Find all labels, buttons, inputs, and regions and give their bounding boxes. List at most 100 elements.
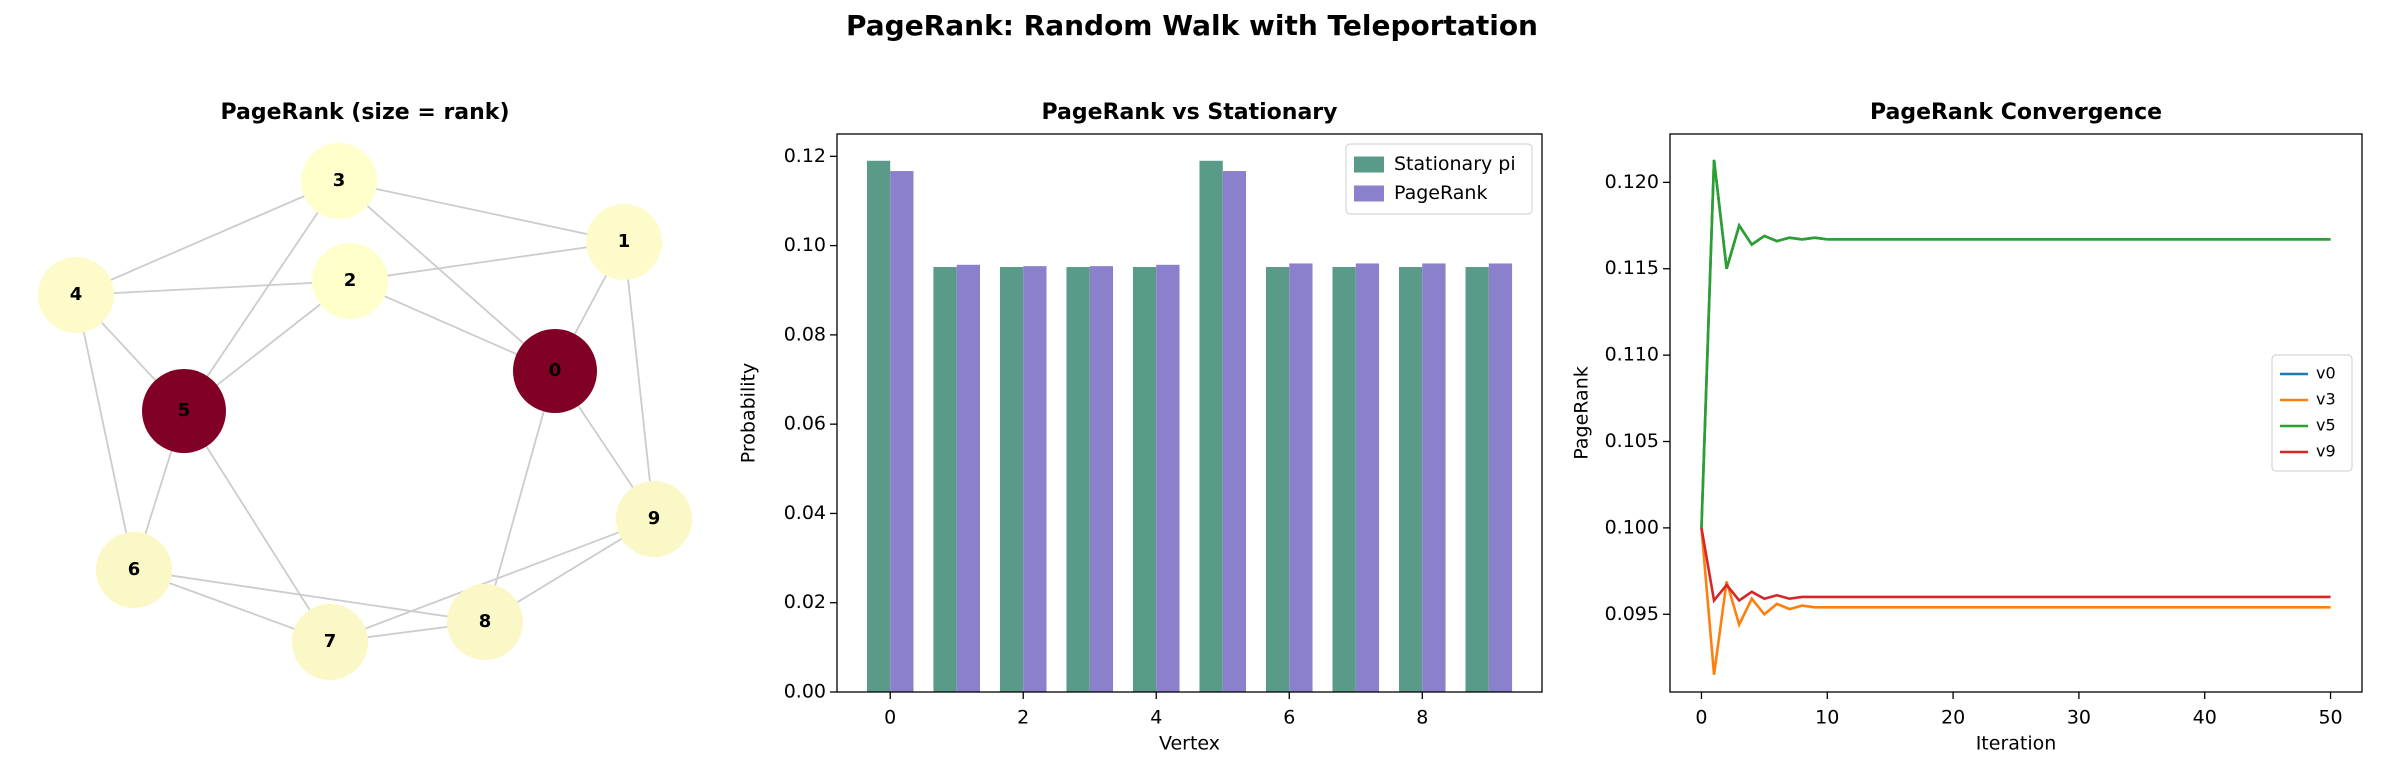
legend-label: v5 bbox=[2316, 416, 2336, 435]
edge bbox=[183, 410, 331, 643]
legend-box bbox=[2271, 354, 2353, 472]
x-tick-label: 0 bbox=[1695, 707, 1707, 729]
legend-label: v3 bbox=[2316, 390, 2336, 409]
bar bbox=[1289, 263, 1313, 692]
y-tick-label: 0.100 bbox=[1605, 516, 1659, 538]
node bbox=[513, 329, 597, 413]
bar bbox=[1488, 263, 1513, 692]
bar bbox=[1265, 267, 1290, 692]
legend-swatch bbox=[1354, 185, 1384, 202]
x-tick-label: 4 bbox=[1150, 707, 1162, 729]
y-tick-label: 0.115 bbox=[1605, 257, 1659, 279]
node bbox=[615, 480, 693, 558]
bar bbox=[1023, 266, 1047, 692]
bar bbox=[1222, 171, 1247, 692]
line-series bbox=[1700, 159, 2331, 528]
edge bbox=[329, 518, 655, 643]
edge bbox=[349, 241, 625, 282]
bar bbox=[1199, 160, 1223, 692]
node-label: 8 bbox=[479, 611, 492, 632]
bar bbox=[890, 171, 914, 692]
bar bbox=[1355, 263, 1380, 692]
bar bbox=[866, 160, 891, 692]
axes-frame bbox=[1669, 133, 2363, 693]
legend-label: PageRank bbox=[1394, 182, 1487, 204]
line-series bbox=[1700, 527, 2331, 675]
legend-label: v0 bbox=[2316, 364, 2336, 383]
edge bbox=[183, 180, 340, 412]
node bbox=[446, 583, 524, 661]
node bbox=[37, 256, 115, 334]
node-label: 5 bbox=[178, 400, 191, 421]
bar bbox=[1465, 267, 1489, 692]
bar bbox=[1399, 267, 1423, 692]
x-tick-label: 40 bbox=[2193, 707, 2217, 729]
bar bbox=[1089, 266, 1114, 692]
x-axis-label: Vertex bbox=[1159, 733, 1220, 755]
node-label: 0 bbox=[549, 360, 562, 381]
node-label: 4 bbox=[70, 284, 83, 305]
axes-frame bbox=[836, 133, 1543, 693]
node-label: 1 bbox=[618, 231, 631, 252]
node bbox=[585, 203, 663, 281]
edge bbox=[75, 294, 135, 571]
legend-label: v9 bbox=[2316, 442, 2336, 461]
x-axis-label: Iteration bbox=[1976, 733, 2057, 755]
legend: Stationary pi PageRank bbox=[1345, 143, 1533, 215]
legend-swatch bbox=[1354, 156, 1384, 173]
bar bbox=[1422, 263, 1446, 692]
y-tick-label: 0.12 bbox=[784, 145, 826, 167]
node-label: 7 bbox=[324, 631, 337, 652]
node-label: 9 bbox=[648, 508, 661, 529]
y-tick-label: 0.04 bbox=[784, 502, 826, 524]
edge bbox=[338, 180, 556, 372]
x-tick-label: 8 bbox=[1416, 707, 1428, 729]
node-label: 2 bbox=[344, 270, 357, 291]
edge bbox=[75, 280, 351, 296]
bar bbox=[1156, 264, 1180, 692]
bar bbox=[1132, 267, 1157, 692]
node bbox=[301, 143, 377, 219]
legend: v0 v3 v5 v9 bbox=[2271, 354, 2353, 472]
legend-box bbox=[1345, 143, 1533, 215]
x-tick-label: 10 bbox=[1815, 707, 1839, 729]
y-tick-label: 0.120 bbox=[1605, 171, 1659, 193]
edge bbox=[133, 569, 486, 623]
y-tick-label: 0.00 bbox=[784, 681, 826, 703]
edge bbox=[75, 180, 340, 296]
edge bbox=[484, 370, 556, 623]
x-tick-label: 30 bbox=[2067, 707, 2091, 729]
node bbox=[142, 369, 226, 453]
chart-title: PageRank (size = rank) bbox=[221, 100, 510, 125]
edge bbox=[338, 180, 625, 243]
line-series bbox=[1700, 159, 2331, 528]
bar bbox=[1332, 267, 1356, 692]
y-tick-label: 0.06 bbox=[784, 413, 826, 435]
bar bbox=[933, 267, 957, 692]
x-tick-label: 2 bbox=[1017, 707, 1029, 729]
y-tick-label: 0.10 bbox=[784, 234, 826, 256]
node bbox=[95, 531, 173, 609]
y-axis-label: PageRank bbox=[1571, 366, 1593, 459]
line-series bbox=[1700, 527, 2331, 604]
node-label: 6 bbox=[128, 559, 141, 580]
x-tick-label: 50 bbox=[2318, 707, 2342, 729]
y-tick-label: 0.08 bbox=[784, 323, 826, 345]
y-tick-label: 0.110 bbox=[1605, 344, 1659, 366]
node-label: 3 bbox=[333, 170, 346, 191]
edge bbox=[623, 241, 655, 520]
chart-title: PageRank Convergence bbox=[1870, 100, 2162, 125]
bar bbox=[1066, 267, 1090, 692]
y-tick-label: 0.095 bbox=[1605, 603, 1659, 625]
y-axis-label: Probability bbox=[738, 363, 760, 463]
figure-title: PageRank: Random Walk with Teleportation bbox=[846, 9, 1538, 42]
bar bbox=[999, 267, 1024, 692]
node bbox=[312, 243, 388, 319]
chart-title: PageRank vs Stationary bbox=[1042, 100, 1338, 125]
x-tick-label: 20 bbox=[1941, 707, 1965, 729]
node bbox=[291, 603, 369, 681]
y-tick-label: 0.02 bbox=[784, 591, 826, 613]
x-tick-label: 0 bbox=[884, 707, 896, 729]
